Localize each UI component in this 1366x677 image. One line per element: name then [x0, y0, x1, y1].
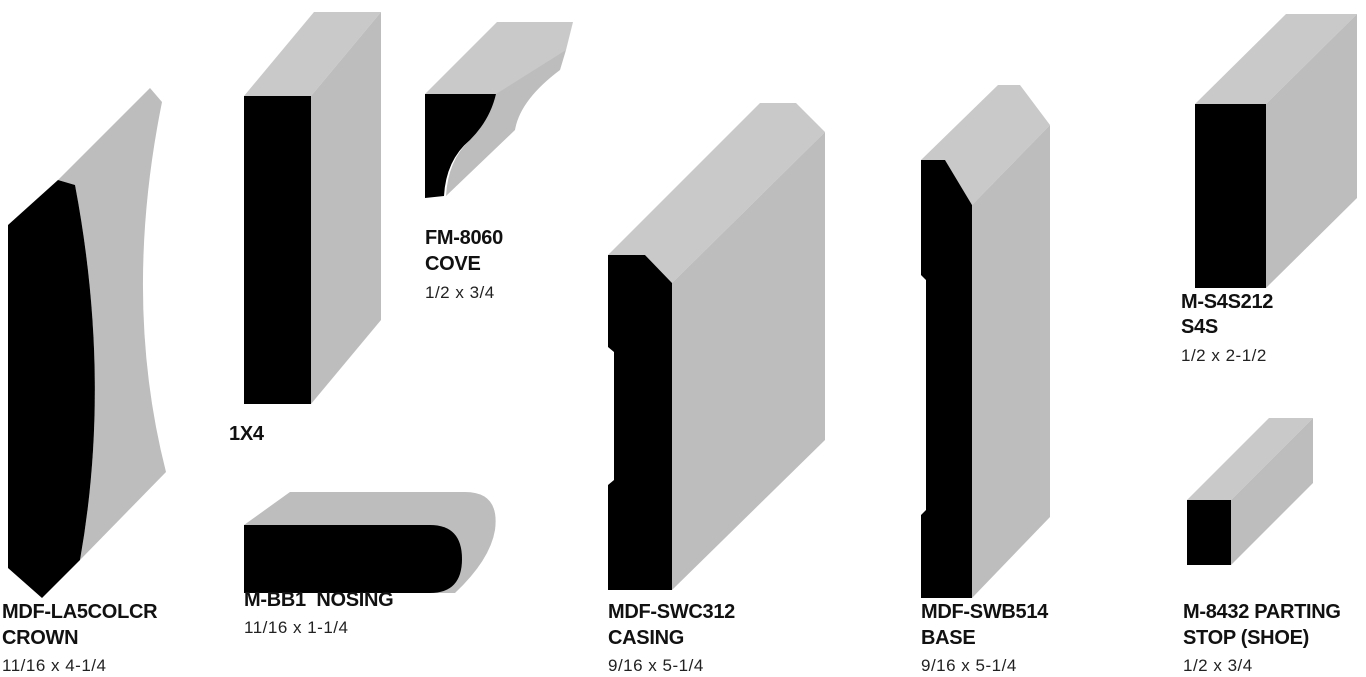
product-name: STOP (SHOE)	[1183, 627, 1309, 649]
product-size: 1/2 x 3/4	[425, 283, 495, 302]
product-code: FM-8060	[425, 227, 503, 249]
product-name: CASING	[608, 627, 684, 649]
product-code: MDF-SWB514	[921, 601, 1049, 623]
product-size: 9/16 x 5-1/4	[921, 656, 1017, 675]
product-code: M-S4S212	[1181, 291, 1273, 313]
product-size: 11/16 x 1-1/4	[244, 618, 348, 637]
product-code: MDF-SWC312	[608, 601, 735, 623]
nosing-illustration	[244, 492, 496, 593]
product-code: MDF-LA5COLCR	[2, 601, 158, 623]
cove-illustration	[425, 22, 573, 198]
1x4-illustration	[244, 12, 381, 404]
product-code: 1X4	[229, 423, 265, 445]
product-name: S4S	[1181, 316, 1218, 338]
product-name: BASE	[921, 627, 975, 649]
crown-illustration	[8, 88, 166, 598]
casing-illustration	[608, 103, 825, 590]
product-code: M-8432 PARTING	[1183, 601, 1341, 623]
product-size: 11/16 x 4-1/4	[2, 656, 106, 675]
s4s-illustration	[1195, 14, 1357, 288]
product-size: 1/2 x 3/4	[1183, 656, 1253, 675]
product-size: 1/2 x 2-1/2	[1181, 346, 1267, 365]
product-name: CROWN	[2, 627, 78, 649]
parting-stop-illustration	[1187, 418, 1313, 565]
product-code: M-BB1 NOSING	[244, 589, 393, 611]
product-name: COVE	[425, 253, 480, 275]
base-illustration	[921, 85, 1050, 598]
product-size: 9/16 x 5-1/4	[608, 656, 704, 675]
